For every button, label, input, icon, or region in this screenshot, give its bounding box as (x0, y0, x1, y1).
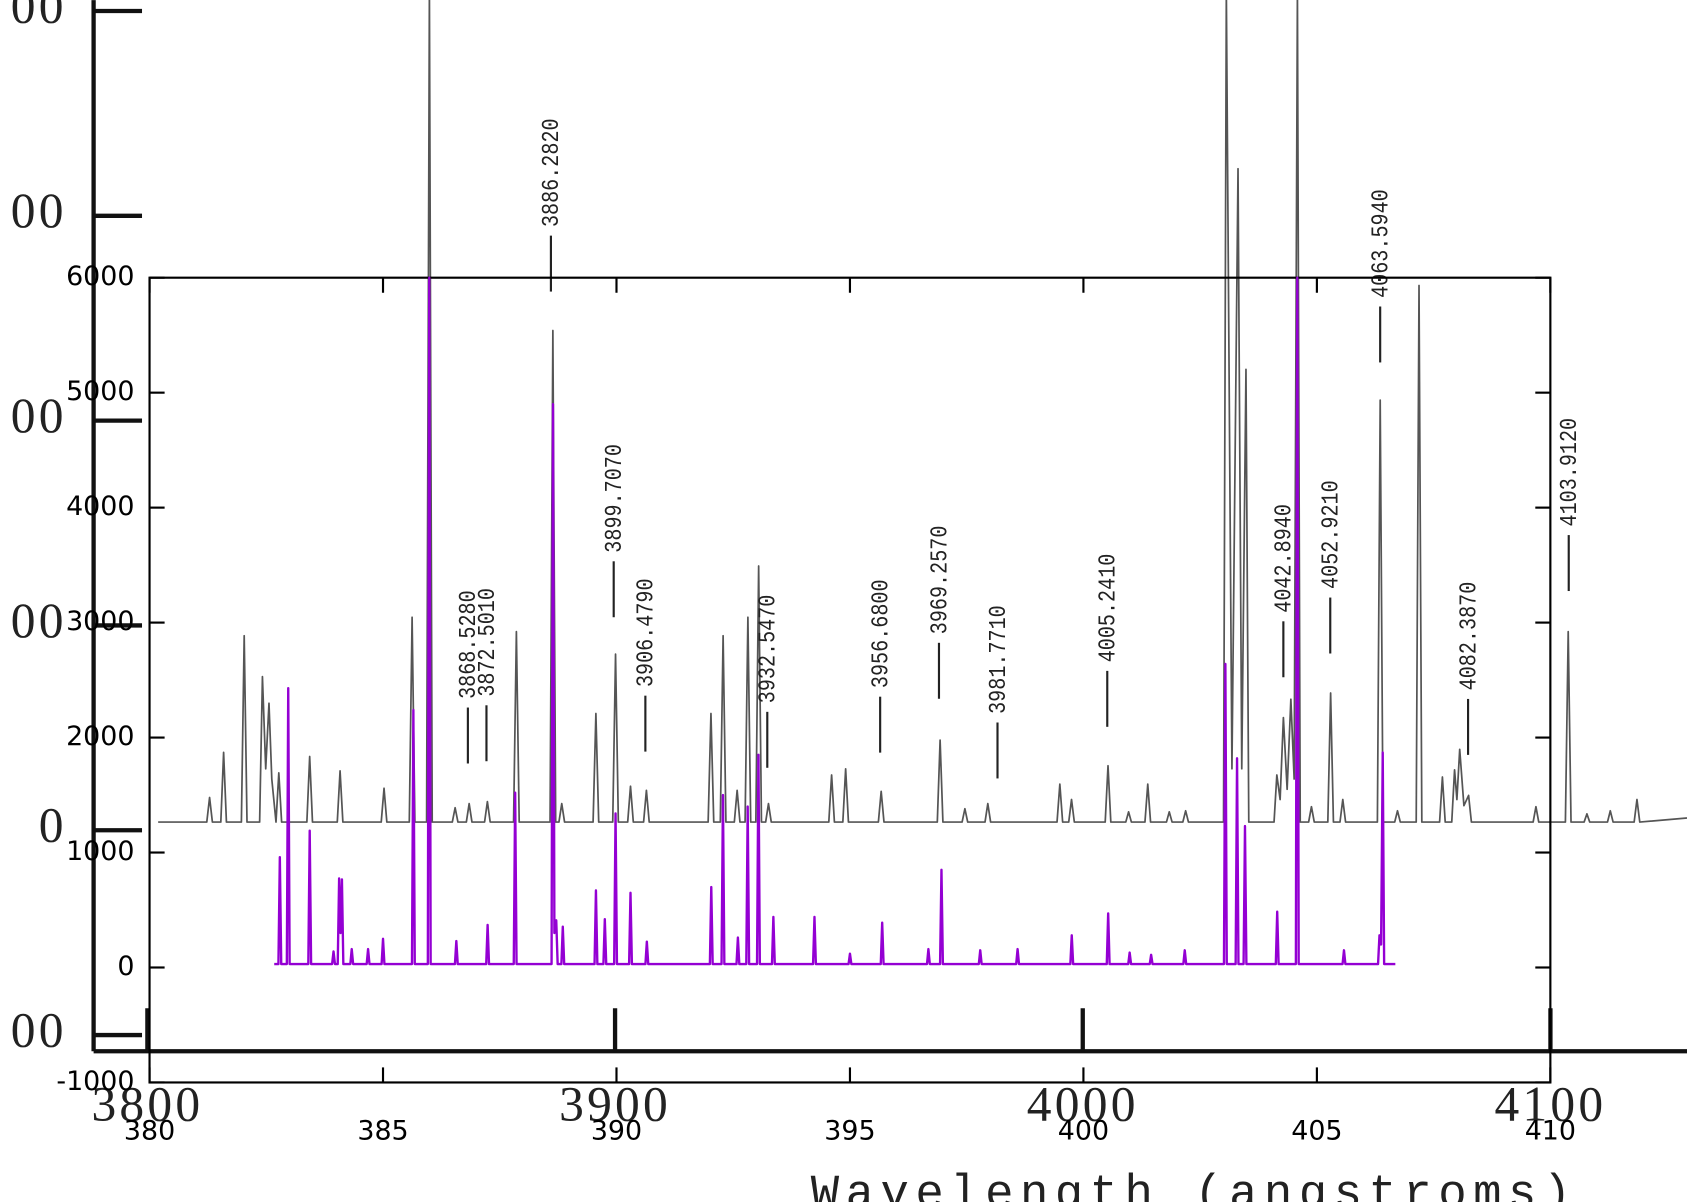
y-tick-label: 6000 (66, 261, 134, 292)
annotation-label: 3868.5280 (456, 590, 483, 699)
x-tick-label: 395 (824, 1115, 875, 1146)
x-tick-label: 410 (1525, 1115, 1576, 1146)
annotation-label: 4005.2410 (1095, 554, 1122, 663)
annotation-label: 3886.2820 (539, 118, 566, 227)
y-tick-label: 4000 (66, 491, 134, 522)
x-tick-label: 405 (1291, 1115, 1342, 1146)
annotation-label: 3932.5470 (755, 595, 782, 704)
annotation-label: 3956.6800 (868, 579, 895, 688)
annotation-label: 4082.3870 (1456, 582, 1483, 691)
y-tick-label: 2000 (66, 721, 134, 752)
bg-x-tick-label: 3900 (559, 1077, 671, 1132)
x-tick-label: 385 (357, 1115, 408, 1146)
bg-x-label: Wavelength (angstroms) (811, 1169, 1578, 1202)
annotation-label: 3872.5010 (474, 588, 501, 697)
bg-y-tick-label: 00 (11, 388, 67, 443)
x-tick-label: 390 (591, 1115, 642, 1146)
annotation-label: 3906.4790 (633, 578, 660, 687)
bg-x-tick-label: 4000 (1027, 1077, 1139, 1132)
y-tick-label: 3000 (66, 606, 134, 637)
bg-x-tick-label: 3800 (91, 1077, 203, 1132)
spectrum-line (274, 276, 1396, 966)
x-tick-label: 400 (1058, 1115, 1109, 1146)
y-tick-label: 1000 (66, 836, 134, 867)
annotation-label: 3899.7070 (602, 444, 629, 553)
y-tick-label: -1000 (56, 1066, 134, 1097)
annotation-label: 4063.5940 (1368, 189, 1395, 298)
bg-y-tick-label: 00 (11, 1002, 67, 1057)
annotation-label: 3981.7710 (985, 605, 1012, 714)
x-tick-label: 380 (124, 1115, 175, 1146)
bg-y-tick-label: 00 (11, 0, 67, 33)
bg-x-tick-label: 4100 (1494, 1077, 1606, 1132)
y-tick-label: 0 (117, 951, 134, 982)
annotation-label: 4052.9210 (1318, 480, 1345, 589)
bg-y-tick-label: 00 (11, 183, 67, 238)
bg-y-tick-label: 0 (39, 798, 67, 853)
annotation-label: 4103.9120 (1557, 418, 1584, 527)
annotation-label: 3969.2570 (927, 526, 954, 635)
annotation-label: 4042.8940 (1271, 504, 1298, 613)
spectrum-line (158, 0, 1687, 823)
y-tick-label: 5000 (66, 376, 134, 407)
bg-y-tick-label: 00 (11, 593, 67, 648)
